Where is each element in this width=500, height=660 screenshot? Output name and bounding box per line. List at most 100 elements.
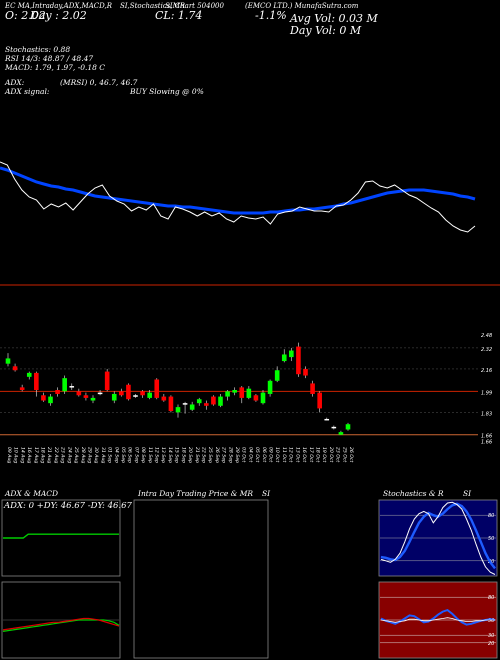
candle-body [232,390,237,393]
candle-x-label: 06 Sep [127,447,133,463]
buy-signal-readout: BUY Slowing @ 0% [130,87,204,96]
rsi-tick-label: 50 [488,618,494,624]
candle-body [62,378,67,392]
candle-body [253,395,259,401]
candle-body [338,432,344,435]
mrsi-line [380,617,495,623]
candle-x-label: 26 Sep [214,447,220,463]
candle-body [48,396,53,404]
candle-x-label: 30 Aug [93,447,99,463]
candle-x-label: 17 Aug [33,447,39,463]
candle-body [303,368,308,376]
candle-x-label: 07 Sep [133,447,139,463]
candle-x-label: 06 Oct [261,447,267,462]
candle-body [104,371,110,390]
change-label: -1.1% [255,9,287,22]
close-label: CL: 1.74 [155,9,203,22]
candle-body [182,403,188,405]
candle-x-label: 21 Aug [46,447,52,463]
mrsi-readout: (MRSI) 0, 46.7, 46.7 [60,78,138,87]
candle-x-label: 23 Oct [335,447,341,462]
candle-x-label: 23 Aug [60,447,66,463]
adx-signal-label: ADX signal: [5,87,50,96]
candle-x-label: 18 Sep [180,447,186,463]
candle-x-label: 16 Aug [26,447,32,463]
candle-x-label: 19 Oct [321,447,327,462]
candle-y-tick-label: 1.66 [481,440,492,446]
candle-body [147,392,152,398]
candle-x-label: 08 Sep [140,447,146,463]
candle-body [239,387,245,398]
stochastics-readout: Stochastics: 0.88 [5,45,71,54]
stoch-rsi-title-rsi: SI [463,489,472,498]
day-label: Day : 2.02 [30,9,87,22]
candle-body [76,391,82,396]
intraday-title-rsi: SI [262,489,271,498]
candle-x-label: 13 Sep [160,447,166,463]
candle-x-label: 24 Aug [66,447,72,463]
candle-x-label: 25 Oct [341,447,347,462]
candle-x-label: 25 Sep [207,447,213,463]
candle-x-label: 05 Oct [254,447,260,462]
intraday-title: Intra Day Trading Price & MR [138,489,254,498]
candle-x-label: 14 Sep [167,447,173,463]
candle-x-label: 28 Aug [80,447,86,463]
candle-body [196,399,202,404]
candle-body [218,396,223,406]
candle-x-label: 11 Oct [281,447,287,462]
header-title-mid: SI,Stochastics,MR [120,2,186,10]
candle-x-label: 16 Oct [301,447,307,462]
candle-x-label: 17 Oct [308,447,314,462]
candle-x-label: 01 Sep [107,447,113,463]
macd-readout: MACD: 1.79, 1.97, -0.18 C [5,63,106,72]
candle-x-label: 03 Oct [241,447,247,462]
day-volume: Day Vol: 0 M [290,24,362,37]
candle-x-label: 13 Oct [294,447,300,462]
candle-body [345,424,351,430]
candle-body [246,388,252,398]
adx-line [3,533,119,539]
header-title-mid2: SI Chart 504000 [165,2,224,10]
candle-body [34,372,39,390]
candle-body [211,396,216,405]
candle-body [260,392,266,404]
candle-x-label: 10 Oct [274,447,280,462]
candle-x-label: 10 Aug [13,447,19,463]
candle-body [26,372,32,377]
open-label: O: 2.02 [5,9,46,22]
rsi-readout: RSI 14/3: 48.87 / 48.47 [5,54,94,63]
candle-y-tick-label: 2.48 [481,333,492,339]
macd-signal-line [2,617,120,631]
candle-body [267,380,273,394]
candle-body [168,396,174,412]
ma-line [0,166,476,215]
candle-x-label: 15 Sep [174,447,180,463]
candle-body [324,418,330,421]
candle-x-label: 09 Oct [268,447,274,462]
candle-x-label: 31 Aug [100,447,106,463]
candle-x-label: 25 Aug [73,447,79,463]
candle-body [12,366,18,371]
candle-body [317,392,322,409]
candle-body [225,391,230,397]
candle-body [126,384,131,400]
adx-readout: ADX: [5,78,25,87]
candle-y-tick-label: 1.99 [481,390,492,396]
candle-x-label: 20 Sep [187,447,193,463]
candle-body [281,354,287,362]
candle-body [19,387,25,390]
candle-body [90,397,96,401]
stoch-k-line [380,501,496,575]
candle-x-label: 04 Sep [113,447,119,463]
candle-body [41,395,46,401]
candle-body [296,346,301,375]
candle-x-label: 12 Oct [288,447,294,462]
stoch-tick-label: 80 [488,513,494,519]
candle-body [140,391,145,396]
candle-y-tick-label: 2.16 [481,368,492,374]
candle-x-label: 28 Sep [227,447,233,463]
rsi-tick-label: 30 [488,633,494,639]
candle-y-tick-label: 2.32 [481,347,492,353]
candle-body [55,390,60,394]
